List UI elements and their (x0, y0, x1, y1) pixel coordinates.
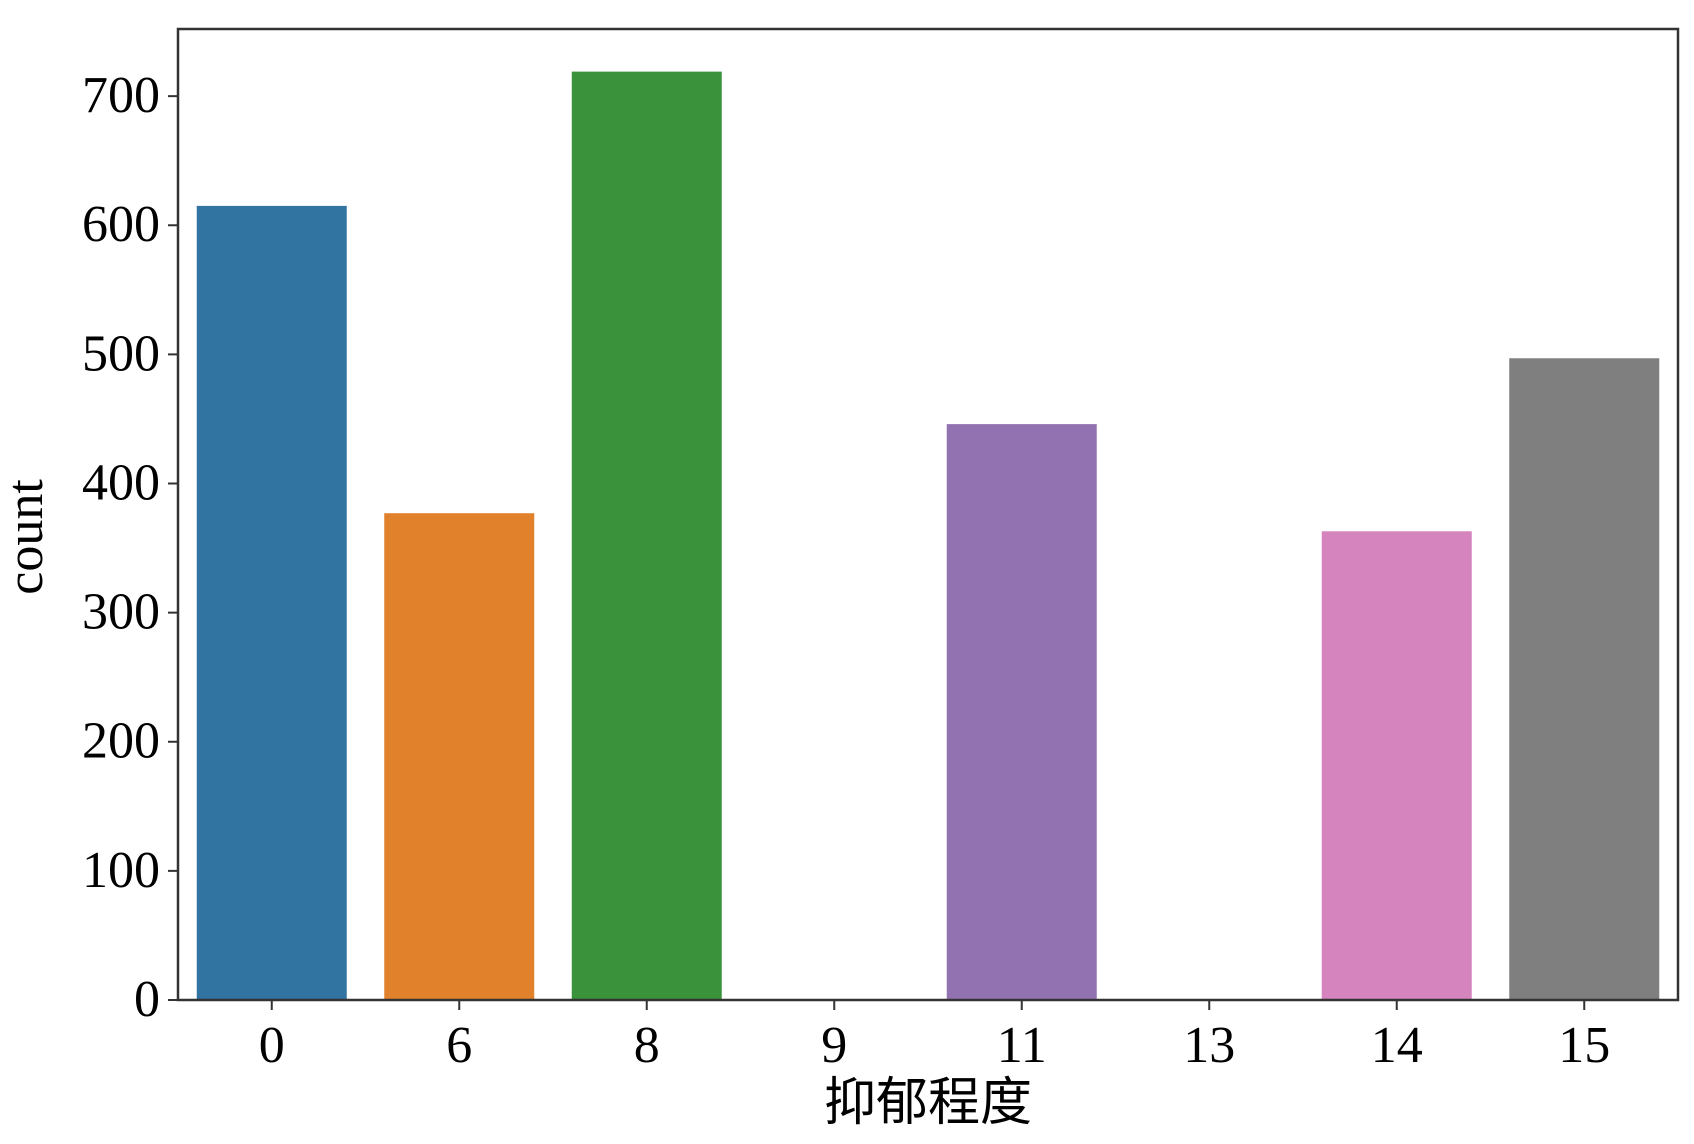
x-tick-label: 9 (821, 1017, 847, 1074)
y-tick-label: 400 (82, 454, 160, 511)
y-tick-label: 500 (82, 325, 160, 382)
bar (384, 513, 535, 1000)
x-tick-label: 13 (1183, 1017, 1235, 1074)
x-axis-label: 抑郁程度 (824, 1075, 1032, 1132)
x-tick-label: 11 (997, 1017, 1047, 1074)
plot-frame (176, 27, 1680, 1002)
y-tick-label: 200 (82, 713, 160, 770)
x-tick-label: 15 (1558, 1017, 1610, 1074)
y-tick-label: 600 (82, 196, 160, 253)
bar (1509, 358, 1660, 1000)
bar (946, 424, 1097, 1000)
y-axis-label: count (0, 479, 54, 595)
y-tick-label: 700 (82, 67, 160, 124)
bar (196, 205, 347, 1001)
x-tick-label: 0 (259, 1017, 285, 1074)
y-tick-label: 0 (134, 971, 160, 1028)
bar (1321, 531, 1472, 1000)
bar (571, 71, 722, 1001)
x-tick-label: 14 (1371, 1017, 1423, 1074)
y-tick-label: 300 (82, 584, 160, 641)
y-tick-label: 100 (82, 842, 160, 899)
x-tick-label: 8 (634, 1017, 660, 1074)
x-tick-label: 6 (446, 1017, 472, 1074)
